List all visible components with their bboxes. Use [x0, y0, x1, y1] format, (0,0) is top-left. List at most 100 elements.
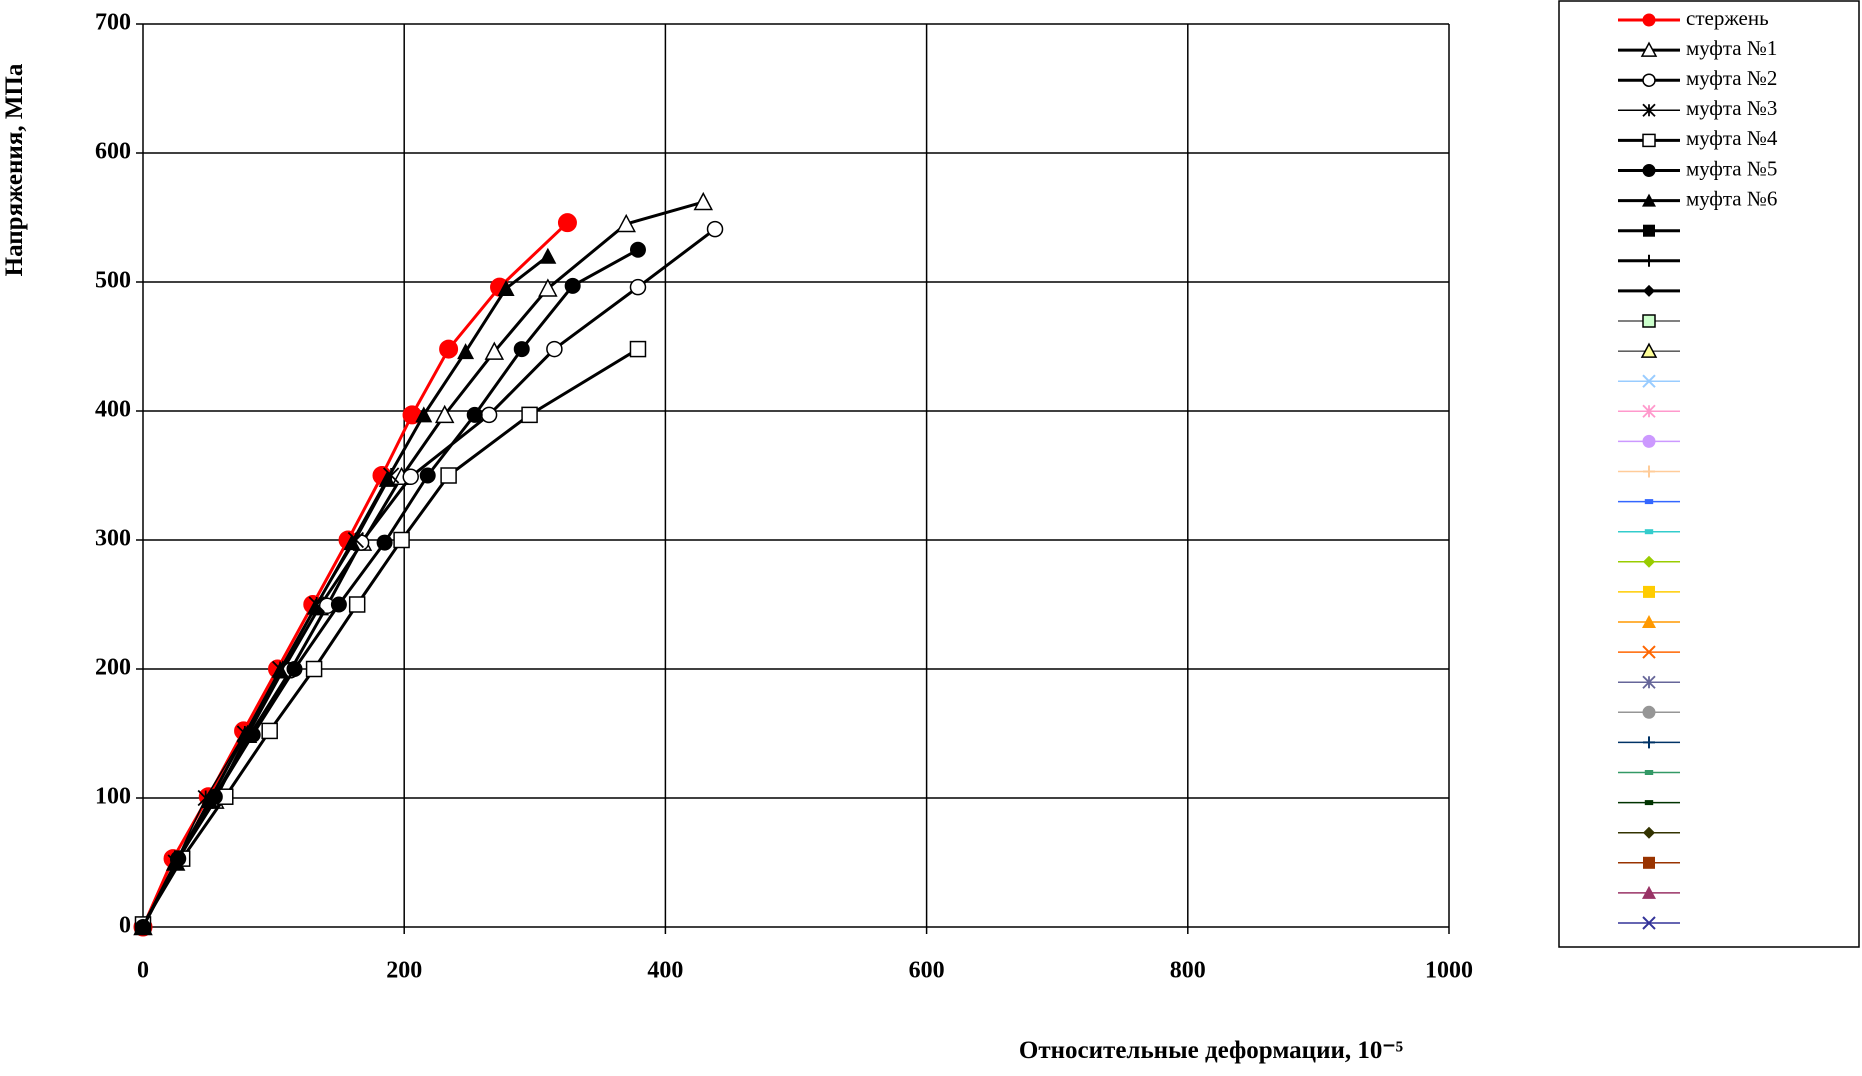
legend-item	[1618, 529, 1680, 535]
marker	[1643, 465, 1655, 478]
marker	[1642, 193, 1656, 207]
marker	[480, 406, 498, 424]
marker	[1643, 826, 1655, 839]
marker	[484, 341, 505, 360]
marker	[376, 534, 393, 551]
legend-label: муфта №6	[1686, 186, 1777, 210]
series-line	[141, 248, 639, 928]
marker	[1642, 705, 1656, 719]
legend-item	[1618, 826, 1680, 839]
series-line	[141, 255, 549, 928]
marker	[557, 213, 577, 233]
marker	[1643, 736, 1655, 749]
marker	[513, 341, 530, 358]
marker	[538, 278, 558, 297]
x-tick-label: 200	[386, 958, 422, 984]
marker	[1643, 555, 1655, 568]
legend-label: стержень	[1686, 6, 1769, 30]
marker	[629, 278, 647, 296]
marker	[348, 596, 366, 613]
marker	[616, 213, 636, 233]
legend-item	[1618, 705, 1680, 719]
legend-item	[1618, 404, 1680, 418]
marker	[1643, 856, 1655, 869]
marker	[393, 531, 410, 549]
marker	[343, 534, 361, 551]
marker	[706, 220, 724, 238]
marker	[1642, 645, 1656, 659]
marker	[1642, 885, 1656, 899]
y-axis-title: Напряжения, МПа	[1, 63, 28, 276]
legend-item	[1618, 916, 1680, 930]
marker	[1642, 615, 1656, 628]
legend-item	[1618, 314, 1680, 328]
legend-item	[1618, 800, 1680, 806]
x-tick-label: 1000	[1425, 958, 1473, 984]
marker	[1642, 434, 1656, 448]
marker	[134, 918, 152, 935]
marker	[434, 404, 455, 424]
x-tick-label: 600	[909, 958, 945, 984]
marker	[1643, 224, 1655, 237]
marker	[1643, 284, 1655, 297]
marker	[1644, 529, 1654, 535]
marker	[497, 279, 515, 296]
marker	[1640, 41, 1658, 57]
y-tick-label: 600	[95, 139, 131, 165]
marker	[167, 854, 185, 870]
legend-item: муфта №5	[1618, 156, 1777, 180]
legend-label: муфта №2	[1686, 66, 1777, 90]
legend-item	[1618, 499, 1680, 505]
legend-item	[1618, 342, 1680, 358]
marker	[440, 467, 457, 484]
y-tick-label: 300	[95, 526, 131, 552]
marker	[466, 406, 483, 423]
marker	[305, 660, 323, 678]
marker	[546, 340, 563, 358]
marker	[1642, 73, 1656, 87]
legend-item	[1618, 224, 1680, 237]
marker	[1643, 585, 1655, 598]
legend-item	[1618, 675, 1680, 689]
legend-item: муфта №1	[1618, 36, 1777, 60]
marker	[306, 598, 324, 615]
legend-label: муфта №4	[1686, 126, 1778, 150]
marker	[378, 470, 396, 487]
legend-item	[1618, 434, 1680, 448]
legend-item	[1618, 374, 1680, 388]
marker	[1642, 103, 1656, 117]
y-tick-label: 500	[95, 268, 131, 294]
series-line	[141, 347, 639, 926]
legend-item: муфта №3	[1618, 96, 1777, 120]
marker	[201, 792, 219, 809]
marker	[236, 726, 254, 743]
marker	[629, 241, 646, 258]
marker	[693, 191, 714, 211]
legend-item	[1618, 615, 1680, 628]
legend-item	[1618, 856, 1680, 869]
marker	[629, 340, 647, 358]
y-tick-label: 0	[119, 913, 131, 939]
marker	[1643, 254, 1655, 267]
marker	[261, 722, 278, 740]
x-axis-title: Относительные деформации, 10⁻⁵	[1019, 1037, 1403, 1064]
legend-label: муфта №3	[1686, 96, 1777, 120]
legend-item	[1618, 284, 1680, 297]
marker	[439, 339, 459, 359]
legend-item: муфта №4	[1618, 126, 1778, 150]
x-tick-label: 400	[647, 958, 683, 984]
marker	[521, 406, 538, 424]
legend-item	[1618, 465, 1680, 478]
marker	[1642, 916, 1656, 930]
marker	[1640, 342, 1658, 358]
legend-item: муфта №6	[1618, 186, 1777, 210]
marker	[1644, 800, 1654, 806]
legend-label: муфта №1	[1686, 36, 1777, 60]
legend-item	[1618, 770, 1680, 775]
marker	[415, 406, 433, 423]
legend-item	[1618, 736, 1680, 749]
marker	[1642, 164, 1656, 177]
legend-item	[1618, 555, 1680, 568]
